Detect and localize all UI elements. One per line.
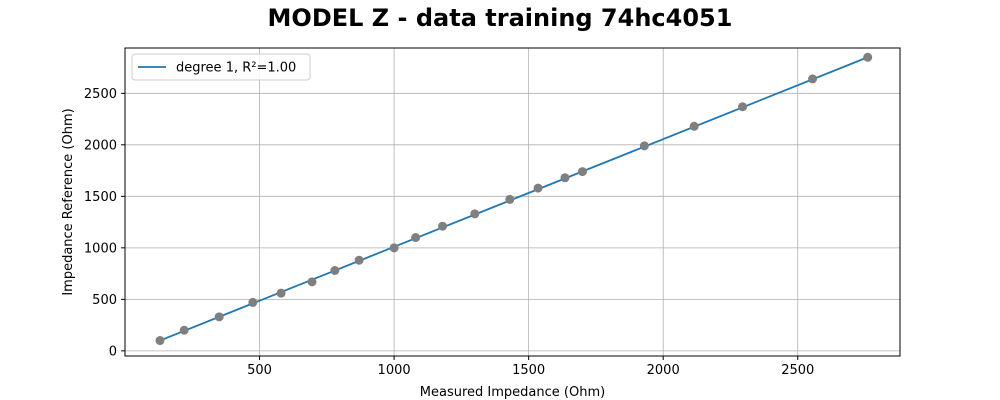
x-axis-ticks: 500 1000 1500 2000 2500 [247, 356, 814, 378]
data-point [863, 52, 873, 62]
y-tick-label: 2000 [84, 138, 117, 153]
x-tick-label: 1500 [512, 363, 545, 378]
data-point [560, 173, 570, 183]
y-axis-label: Impedance Reference (Ohm) [61, 108, 76, 295]
grid-lines [125, 48, 900, 356]
data-point [411, 233, 421, 243]
y-tick-label: 1500 [84, 190, 117, 205]
data-point [276, 288, 286, 298]
data-point [689, 121, 699, 131]
y-tick-label: 2500 [84, 87, 117, 102]
y-axis-ticks: 0 500 1000 1500 2000 2500 [84, 87, 125, 359]
data-point [354, 255, 364, 265]
chart-title: MODEL Z - data training 74hc4051 [267, 4, 733, 32]
x-tick-label: 2500 [781, 363, 814, 378]
data-point [330, 266, 340, 276]
data-point [155, 336, 165, 346]
data-point [470, 209, 480, 219]
data-point [389, 243, 399, 253]
y-tick-label: 0 [109, 344, 117, 359]
data-point [808, 74, 818, 84]
plot-frame [124, 47, 901, 357]
y-tick-label: 1000 [84, 241, 117, 256]
data-point [307, 277, 317, 287]
y-tick-label: 500 [92, 293, 117, 308]
data-point [577, 167, 587, 177]
x-axis-label: Measured Impedance (Ohm) [420, 385, 605, 400]
data-point [214, 312, 224, 322]
x-tick-label: 2000 [647, 363, 680, 378]
series-layer [155, 52, 873, 346]
data-point [639, 141, 649, 151]
data-point [505, 194, 515, 204]
legend: degree 1, R²=1.00 [131, 53, 311, 81]
data-point [248, 297, 258, 307]
x-tick-label: 500 [247, 363, 272, 378]
x-tick-label: 1000 [378, 363, 411, 378]
legend-box [131, 53, 311, 81]
data-point [738, 102, 748, 112]
data-point [438, 221, 448, 231]
data-point [533, 183, 543, 193]
data-point [179, 325, 189, 335]
legend-entry-degree-1: degree 1, R²=1.00 [176, 61, 296, 76]
